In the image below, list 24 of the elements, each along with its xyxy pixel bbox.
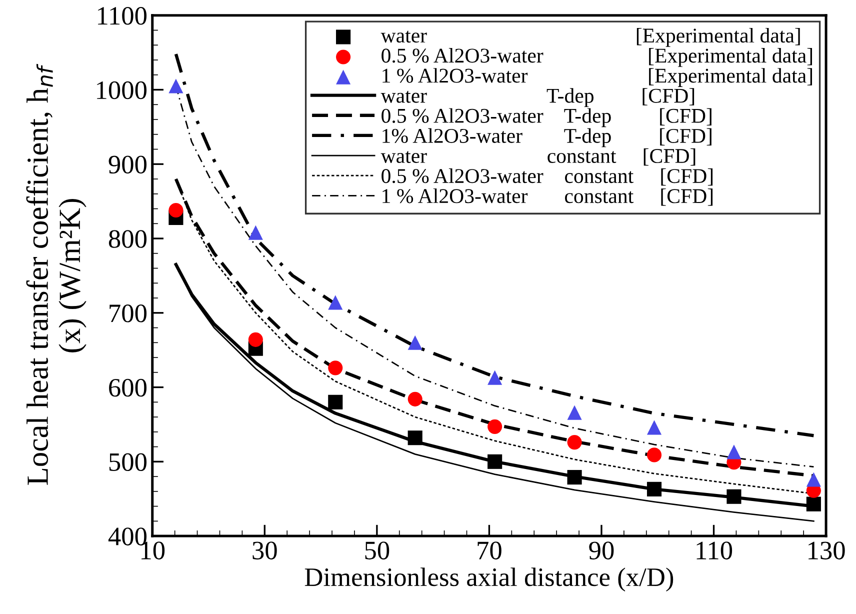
y-tick-label: 700 [110,304,146,322]
legend-label: water T-dep [CFD] [380,88,694,108]
legend-label: 0.5 % Al2O3-water constant [CFD] [382,168,713,186]
x-tick-label: 30 [252,542,277,560]
legend-label: 1 % Al2O3-water constant [CFD] [382,188,713,206]
legend-label: 1 % Al2O3-water [Experimental data] [382,68,812,87]
legend-label: 1% Al2O3-water T-dep [CFD] [382,128,712,148]
y-tick-label: 500 [109,453,146,472]
y-tick-label: 800 [108,230,146,248]
x-tick-label: 90 [589,542,614,560]
legend-label: water constant [CFD] [380,148,696,166]
x-axis-title: Dimensionless axial distance (x/D) [304,568,674,592]
y-tick-label: 1000 [97,81,146,100]
x-tick-label: 50 [365,542,390,560]
x-tick-label: 70 [478,542,502,560]
x-tick-label: 130 [808,542,845,560]
y-tick-label: 900 [108,156,146,174]
legend-label: 0.5 % Al2O3-water T-dep [CFD] [382,108,712,128]
legend-label: 0.5 % Al2O3-water [Experimental data] [382,48,812,67]
y-tick-label: 600 [109,378,146,397]
text: Local heat transfer coefficient, h$_{nf}$ (x) (W/m²K) [26,64,86,485]
y-tick-label: 1100 [98,6,146,25]
legend-label: water [Experimental data] [380,28,800,47]
x-tick-label: 110 [696,542,732,560]
